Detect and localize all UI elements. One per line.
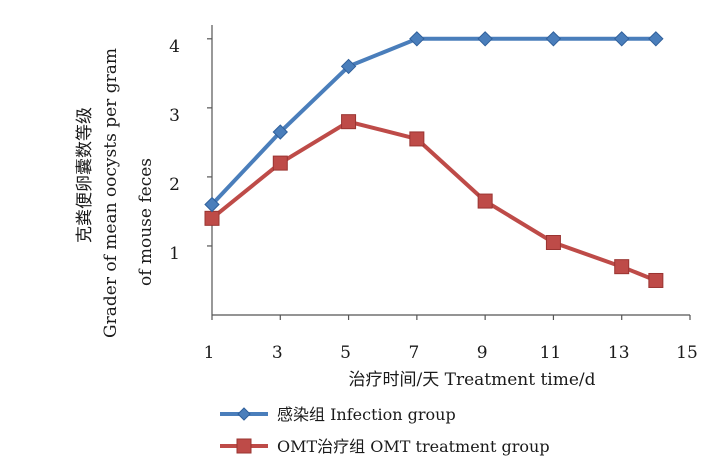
legend-label-1: OMT治疗组 OMT treatment group <box>277 437 550 456</box>
series-0-point-2 <box>340 58 357 75</box>
series-1-line <box>210 119 657 283</box>
y-tick-label-3: 4 <box>169 37 180 57</box>
legend-swatch-marker-1 <box>236 438 252 454</box>
series-0-point-3 <box>409 31 425 47</box>
series-0-point-1 <box>272 124 288 140</box>
y-axis-title-line-1: 克粪便卵囊数等级 <box>75 107 95 243</box>
series-0-point-6 <box>614 31 630 47</box>
series-1-point-1 <box>272 155 288 171</box>
y-axis-title: 克粪便卵囊数等级 Grader of mean oocysts per gram… <box>75 48 156 338</box>
y-axis-title-line-3: of mouse feces <box>136 158 156 286</box>
series-1-point-3 <box>409 131 425 147</box>
series-1-point-6 <box>614 259 630 275</box>
x-tick-label-0: 1 <box>204 343 215 363</box>
series-1-point-2 <box>341 114 357 130</box>
series-0-point-7 <box>648 31 664 47</box>
y-tick-label-0: 1 <box>169 244 180 264</box>
series-0-point-5 <box>545 31 562 47</box>
legend-swatch-marker-0 <box>237 407 251 421</box>
legend: 感染组 Infection group OMT治疗组 OMT treatment … <box>220 405 550 456</box>
y-ticks: 1 2 3 4 <box>169 37 212 264</box>
x-tick-label-7: 15 <box>676 343 698 363</box>
series-0 <box>204 31 664 213</box>
x-tick-label-2: 5 <box>340 343 351 363</box>
series-1-point-5 <box>545 235 561 250</box>
series-0-point-0 <box>204 196 220 213</box>
legend-label-0: 感染组 Infection group <box>277 405 456 424</box>
x-tick-label-5: 11 <box>540 343 562 363</box>
x-tick-label-4: 9 <box>477 343 488 363</box>
x-tick-label-6: 13 <box>608 343 630 363</box>
x-tick-label-3: 7 <box>408 343 419 363</box>
y-axis-title-line-2: Grader of mean oocysts per gram <box>101 48 121 338</box>
x-tick-label-1: 3 <box>272 343 283 363</box>
legend-item-0: 感染组 Infection group <box>220 405 456 424</box>
series-1-point-0 <box>204 210 220 226</box>
y-tick-label-2: 3 <box>169 106 180 126</box>
y-tick-label-1: 2 <box>169 175 180 195</box>
legend-item-1: OMT治疗组 OMT treatment group <box>220 437 550 456</box>
series-0-point-4 <box>477 31 493 47</box>
series-layer <box>204 31 664 288</box>
series-1 <box>204 114 664 288</box>
series-1-point-7 <box>648 272 664 288</box>
x-ticks: 1 3 5 7 9 11 13 15 <box>204 315 698 363</box>
series-0-line <box>210 36 656 206</box>
series-1-point-4 <box>477 193 493 209</box>
x-axis-title: 治疗时间/天 Treatment time/d <box>348 370 595 390</box>
